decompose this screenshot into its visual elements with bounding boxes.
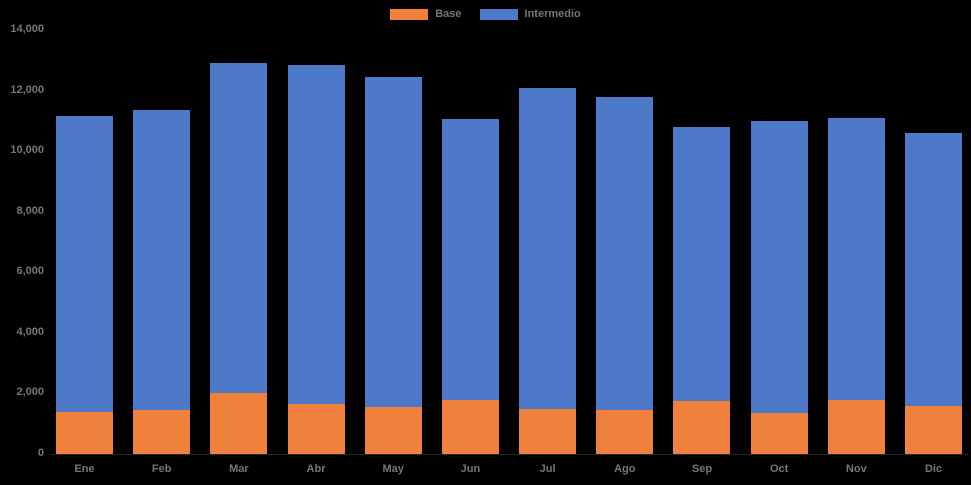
x-tick-label-feb: Feb bbox=[151, 463, 172, 475]
bar-segment-base-nov bbox=[827, 399, 885, 454]
bar-segment-base-mar bbox=[210, 393, 268, 454]
bar-segment-base-sep bbox=[673, 401, 731, 454]
x-tick-label-sep: Sep bbox=[691, 463, 713, 475]
y-tick-label: 4,000 bbox=[16, 325, 44, 338]
chart-legend: Base Intermedio bbox=[0, 8, 971, 21]
bar-segment-intermedio-mar bbox=[210, 63, 268, 394]
x-tick-label-oct: Oct bbox=[769, 463, 789, 475]
legend-item-intermedio: Intermedio bbox=[479, 8, 581, 21]
y-tick-label: 6,000 bbox=[16, 265, 44, 278]
x-tick-label-abr: Abr bbox=[306, 463, 326, 475]
bar-segment-base-feb bbox=[133, 410, 191, 454]
y-tick-label: 10,000 bbox=[10, 144, 44, 157]
bar-segment-intermedio-feb bbox=[133, 110, 191, 411]
legend-swatch-base bbox=[390, 9, 429, 20]
legend-item-base: Base bbox=[390, 8, 462, 21]
y-tick-label: 12,000 bbox=[10, 83, 44, 96]
bar-segment-base-ago bbox=[596, 410, 654, 454]
x-tick-label-may: May bbox=[382, 463, 404, 475]
y-tick-label: 14,000 bbox=[10, 23, 44, 35]
plot-area bbox=[56, 30, 962, 454]
bar-segment-intermedio-sep bbox=[673, 126, 731, 401]
legend-label: Base bbox=[435, 8, 462, 20]
y-tick-label: 8,000 bbox=[16, 204, 44, 217]
y-tick-label: 0 bbox=[37, 447, 44, 459]
legend-swatch-intermedio bbox=[479, 9, 518, 20]
bar-segment-intermedio-nov bbox=[827, 117, 885, 400]
x-tick-label-jul: Jul bbox=[539, 463, 556, 475]
bar-segment-intermedio-ago bbox=[596, 96, 654, 411]
bar-segment-base-jun bbox=[441, 399, 499, 454]
bar-segment-base-abr bbox=[287, 404, 345, 454]
bar-segment-intermedio-dic bbox=[905, 132, 962, 406]
y-tick-label: 2,000 bbox=[16, 386, 44, 399]
bar-segment-base-oct bbox=[750, 413, 808, 454]
x-axis-line bbox=[50, 454, 968, 455]
x-tick-label-jun: Jun bbox=[460, 463, 481, 475]
bar-segment-base-may bbox=[364, 407, 422, 454]
x-tick-label-ago: Ago bbox=[614, 463, 636, 475]
bar-segment-intermedio-may bbox=[364, 76, 422, 408]
bar-segment-base-jul bbox=[519, 408, 577, 454]
bar-segment-intermedio-ene bbox=[56, 116, 113, 412]
x-tick-label-nov: Nov bbox=[845, 463, 867, 475]
bar-segment-base-ene bbox=[56, 411, 113, 454]
x-tick-label-dic: Dic bbox=[924, 463, 943, 475]
bar-segment-intermedio-jul bbox=[519, 87, 577, 409]
bar-segment-intermedio-jun bbox=[441, 119, 499, 400]
bar-segment-intermedio-oct bbox=[750, 120, 808, 414]
legend-label: Intermedio bbox=[524, 8, 581, 20]
bar-segment-intermedio-abr bbox=[287, 64, 345, 405]
x-tick-label-ene: Ene bbox=[74, 463, 95, 475]
bar-segment-base-dic bbox=[905, 405, 962, 454]
x-tick-label-mar: Mar bbox=[229, 463, 249, 475]
